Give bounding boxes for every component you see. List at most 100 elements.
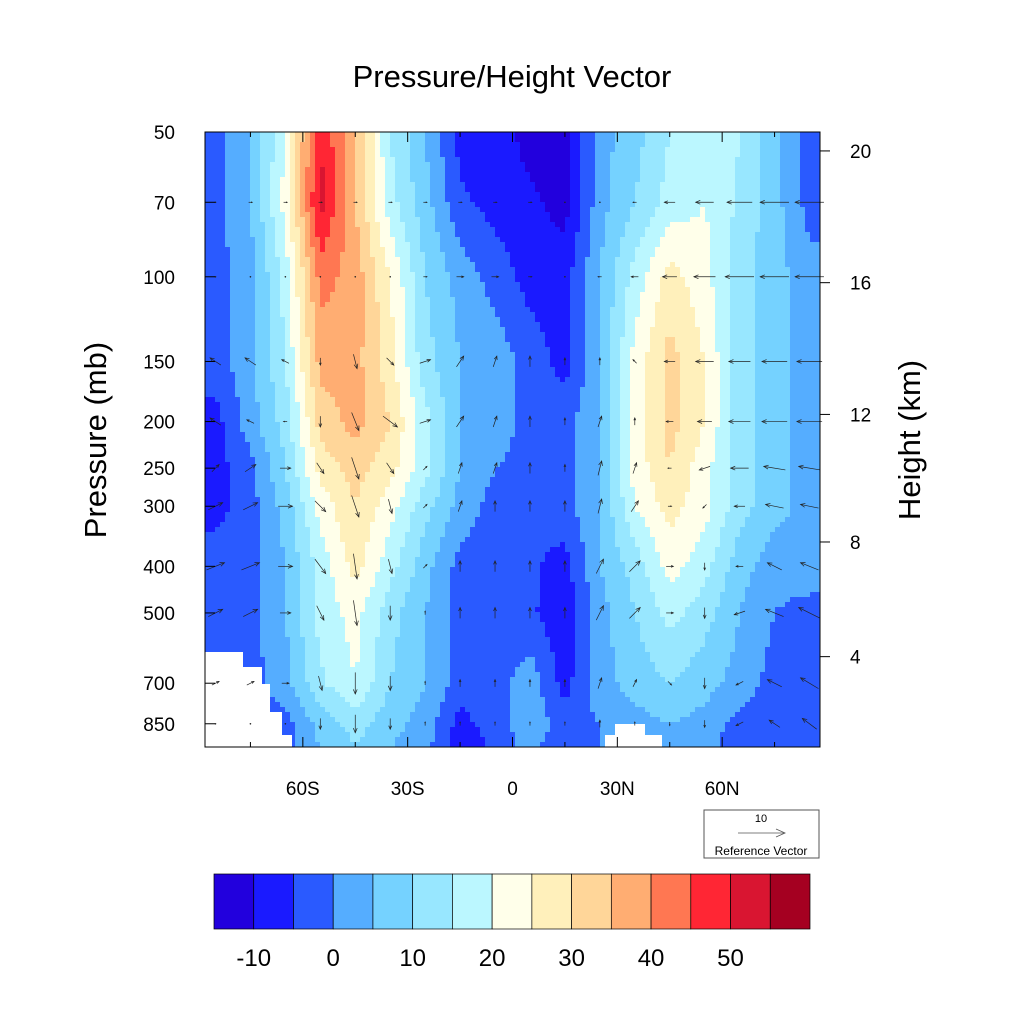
contour-cell <box>580 252 586 258</box>
contour-cell <box>445 192 451 198</box>
contour-cell <box>330 312 336 318</box>
contour-cell <box>240 207 246 213</box>
contour-cell <box>580 152 586 158</box>
contour-cell <box>770 257 776 263</box>
contour-cell <box>775 172 781 178</box>
contour-cell <box>775 192 781 198</box>
contour-cell <box>325 232 331 238</box>
contour-cell <box>740 147 746 153</box>
contour-cell <box>575 317 581 323</box>
contour-cell <box>570 142 576 148</box>
contour-cell <box>610 182 616 188</box>
contour-cell <box>260 162 266 168</box>
contour-cell <box>440 322 446 328</box>
contour-cell <box>390 252 396 258</box>
contour-cell <box>385 192 391 198</box>
contour-cell <box>545 242 551 248</box>
contour-cell <box>700 157 706 163</box>
contour-cell <box>415 252 421 258</box>
contour-cell <box>790 312 796 318</box>
contour-cell <box>800 197 806 203</box>
contour-cell <box>280 327 286 333</box>
contour-cell <box>500 282 506 288</box>
contour-cell <box>250 332 256 338</box>
contour-cell <box>320 217 326 223</box>
contour-cell <box>680 227 686 233</box>
contour-cell <box>700 307 706 313</box>
contour-cell <box>360 207 366 213</box>
contour-cell <box>325 182 331 188</box>
contour-cell <box>480 197 486 203</box>
contour-cell <box>215 177 221 183</box>
contour-cell <box>395 202 401 208</box>
contour-cell <box>420 167 426 173</box>
contour-cell <box>335 132 341 138</box>
contour-cell <box>410 202 416 208</box>
contour-cell <box>375 182 381 188</box>
contour-cell <box>645 277 651 283</box>
contour-cell <box>610 192 616 198</box>
contour-cell <box>500 132 506 138</box>
contour-cell <box>265 322 271 328</box>
contour-cell <box>440 287 446 293</box>
contour-cell <box>210 202 216 208</box>
contour-cell <box>430 322 436 328</box>
contour-cell <box>570 207 576 213</box>
contour-cell <box>585 152 591 158</box>
contour-cell <box>285 282 291 288</box>
contour-cell <box>630 302 636 308</box>
contour-cell <box>325 252 331 258</box>
contour-cell <box>350 147 356 153</box>
contour-cell <box>515 242 521 248</box>
contour-cell <box>340 242 346 248</box>
contour-cell <box>335 317 341 323</box>
contour-cell <box>355 332 361 338</box>
contour-cell <box>770 277 776 283</box>
contour-cell <box>475 237 481 243</box>
contour-cell <box>765 252 771 258</box>
contour-cell <box>800 252 806 258</box>
contour-cell <box>780 282 786 288</box>
contour-cell <box>440 172 446 178</box>
contour-cell <box>625 182 631 188</box>
contour-cell <box>750 167 756 173</box>
contour-cell <box>655 277 661 283</box>
contour-cell <box>320 272 326 278</box>
contour-cell <box>735 327 741 333</box>
contour-cell <box>365 157 371 163</box>
contour-cell <box>595 227 601 233</box>
contour-cell <box>610 242 616 248</box>
contour-cell <box>805 232 811 238</box>
contour-cell <box>395 147 401 153</box>
contour-cell <box>545 187 551 193</box>
contour-cell <box>670 202 676 208</box>
contour-cell <box>450 222 456 228</box>
contour-cell <box>520 257 526 263</box>
contour-cell <box>400 272 406 278</box>
contour-cell <box>765 212 771 218</box>
contour-cell <box>555 217 561 223</box>
contour-cell <box>770 167 776 173</box>
contour-cell <box>795 282 801 288</box>
contour-cell <box>700 167 706 173</box>
contour-cell <box>445 272 451 278</box>
contour-cell <box>375 237 381 243</box>
contour-cell <box>815 137 821 143</box>
contour-cell <box>370 302 376 308</box>
contour-cell <box>570 257 576 263</box>
contour-cell <box>620 172 626 178</box>
contour-cell <box>395 297 401 303</box>
contour-cell <box>405 192 411 198</box>
contour-cell <box>770 207 776 213</box>
contour-cell <box>770 282 776 288</box>
contour-cell <box>365 147 371 153</box>
contour-cell <box>800 277 806 283</box>
contour-cell <box>280 217 286 223</box>
contour-cell <box>815 282 821 288</box>
contour-cell <box>330 247 336 253</box>
contour-cell <box>545 212 551 218</box>
contour-cell <box>355 207 361 213</box>
contour-cell <box>315 147 321 153</box>
contour-cell <box>380 142 386 148</box>
contour-cell <box>715 262 721 268</box>
